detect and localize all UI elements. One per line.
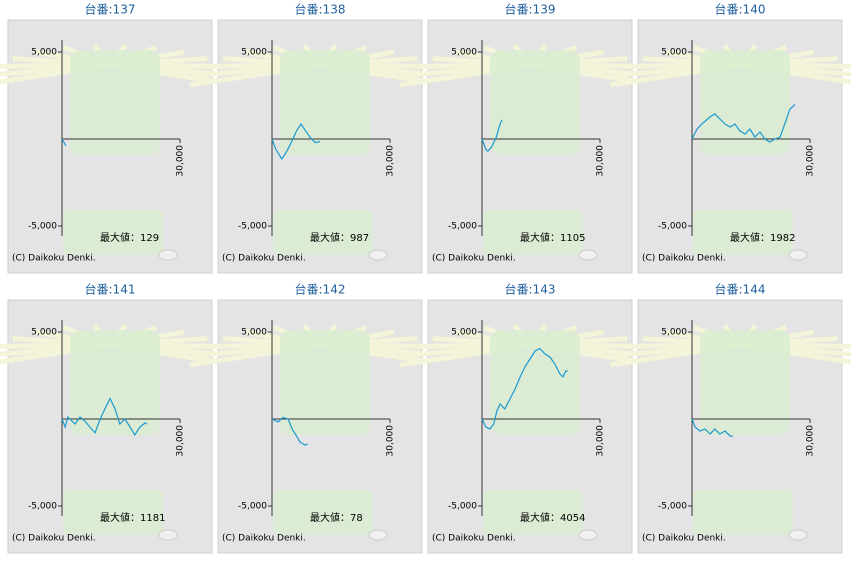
data-line xyxy=(271,122,321,161)
decor-box xyxy=(280,330,370,435)
y-tick-label: -5,000 xyxy=(448,502,477,512)
decor-tray xyxy=(693,210,793,255)
copyright: (C) Daikoku Denki. xyxy=(642,254,726,264)
copyright: (C) Daikoku Denki. xyxy=(432,534,516,544)
decor-box xyxy=(490,50,580,155)
chart-title: 台番:139 xyxy=(505,2,556,17)
decor-tray xyxy=(483,210,583,255)
chart-title: 台番:142 xyxy=(295,282,346,297)
chart-title: 台番:140 xyxy=(715,2,766,17)
x-tick-label: 30,000 xyxy=(596,425,606,457)
decor-box xyxy=(70,50,160,155)
chart-title: 台番:141 xyxy=(85,282,136,297)
copyright: (C) Daikoku Denki. xyxy=(12,254,96,264)
decor-box xyxy=(280,50,370,155)
chart-title: 台番:138 xyxy=(295,2,346,17)
copyright: (C) Daikoku Denki. xyxy=(642,534,726,544)
max-label: 最大値：129 xyxy=(100,231,159,244)
x-tick-label: 30,000 xyxy=(806,425,816,457)
data-line xyxy=(481,119,503,153)
y-tick-label: 5,000 xyxy=(661,48,687,58)
decor-coin xyxy=(368,249,388,261)
chart-title: 台番:143 xyxy=(505,282,556,297)
chart-title: 台番:144 xyxy=(715,282,766,297)
decor-coin xyxy=(788,529,808,541)
data-line xyxy=(691,104,796,143)
copyright: (C) Daikoku Denki. xyxy=(222,254,306,264)
y-tick-label: 5,000 xyxy=(31,48,57,58)
data-line xyxy=(61,397,148,437)
data-line xyxy=(691,418,733,437)
copyright: (C) Daikoku Denki. xyxy=(432,254,516,264)
y-tick-label: 5,000 xyxy=(241,328,267,338)
y-tick-label: 5,000 xyxy=(451,48,477,58)
y-tick-label: -5,000 xyxy=(658,222,687,232)
y-tick-label: -5,000 xyxy=(238,502,267,512)
max-label: 最大値：78 xyxy=(310,511,363,524)
copyright: (C) Daikoku Denki. xyxy=(222,534,306,544)
y-tick-label: -5,000 xyxy=(28,502,57,512)
decor-coin xyxy=(578,529,598,541)
data-line xyxy=(61,138,67,147)
decor-coin xyxy=(158,249,178,261)
decor-box xyxy=(70,330,160,435)
x-tick-label: 30,000 xyxy=(176,145,186,177)
y-tick-label: 5,000 xyxy=(661,328,687,338)
decor-tray xyxy=(273,490,373,535)
decor-box xyxy=(700,330,790,435)
y-tick-label: 5,000 xyxy=(31,328,57,338)
max-label: 最大値：1982 xyxy=(730,231,795,244)
max-label: 最大値：987 xyxy=(310,231,369,244)
x-tick-label: 30,000 xyxy=(806,145,816,177)
y-tick-label: -5,000 xyxy=(448,222,477,232)
decor-coin xyxy=(788,249,808,261)
max-label: 最大値：1105 xyxy=(520,231,585,244)
x-tick-label: 30,000 xyxy=(176,425,186,457)
decor-tray xyxy=(483,490,583,535)
chart-title: 台番:137 xyxy=(85,2,136,17)
decor-box xyxy=(700,50,790,155)
decor-coin xyxy=(158,529,178,541)
y-tick-label: 5,000 xyxy=(451,328,477,338)
x-tick-label: 30,000 xyxy=(596,145,606,177)
decor-tray xyxy=(273,210,373,255)
decor-coin xyxy=(368,529,388,541)
decor-coin xyxy=(578,249,598,261)
x-tick-label: 30,000 xyxy=(386,145,396,177)
copyright: (C) Daikoku Denki. xyxy=(12,534,96,544)
max-label: 最大値：4054 xyxy=(520,511,585,524)
decor-tray xyxy=(63,490,163,535)
decor-tray xyxy=(693,490,793,535)
y-tick-label: -5,000 xyxy=(658,502,687,512)
max-label: 最大値：1181 xyxy=(100,511,165,524)
y-tick-label: -5,000 xyxy=(28,222,57,232)
y-tick-label: 5,000 xyxy=(241,48,267,58)
decor-tray xyxy=(63,210,163,255)
x-tick-label: 30,000 xyxy=(386,425,396,457)
y-tick-label: -5,000 xyxy=(238,222,267,232)
decor-box xyxy=(490,330,580,435)
data-line xyxy=(271,416,309,446)
data-line xyxy=(481,347,568,430)
